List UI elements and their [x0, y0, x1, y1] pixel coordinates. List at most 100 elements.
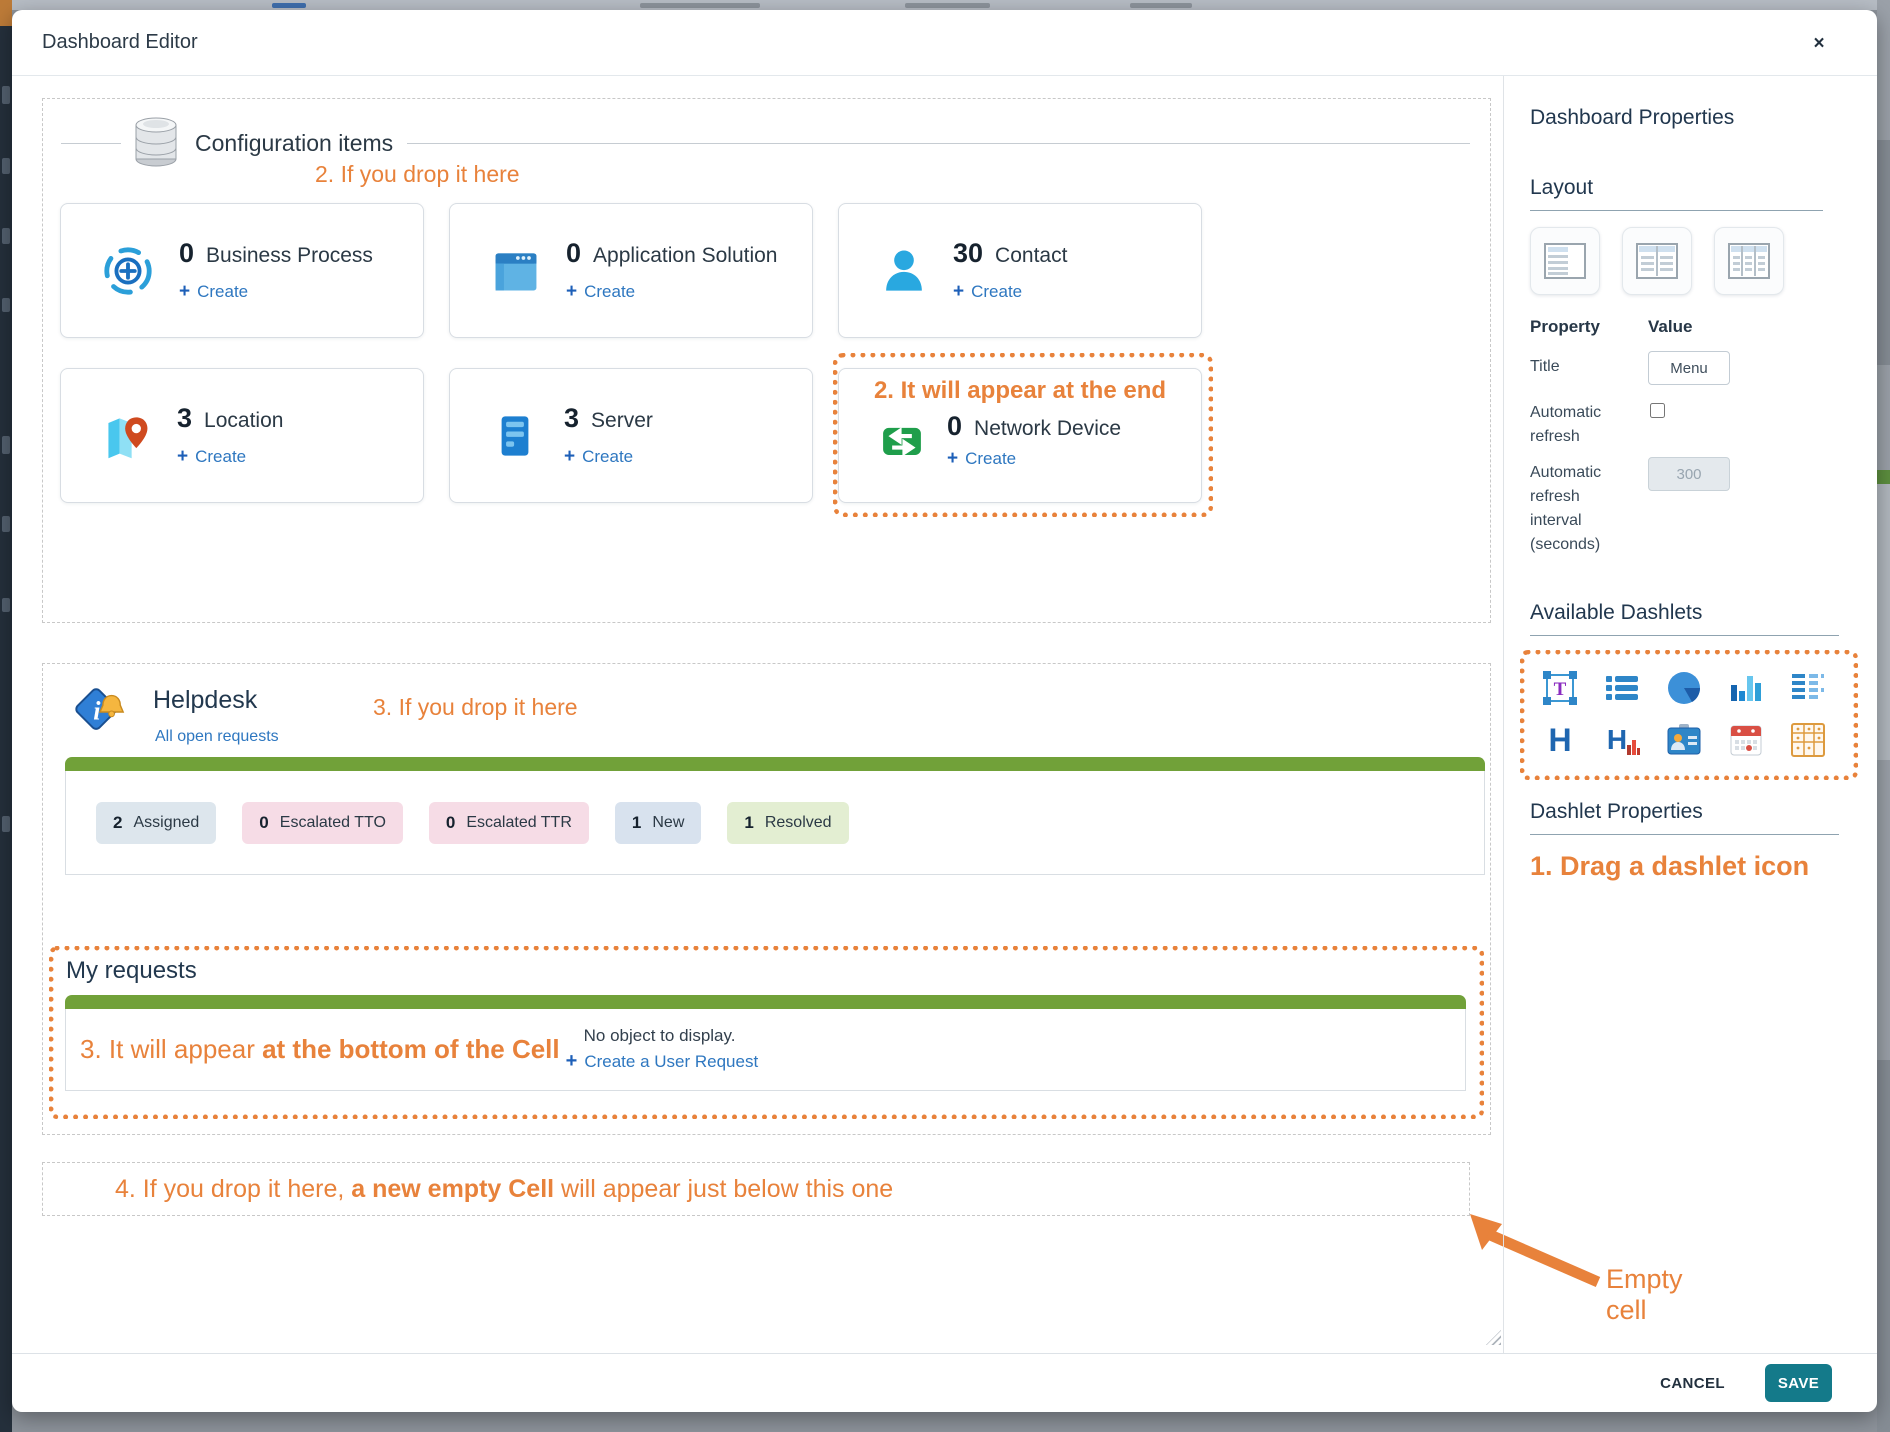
save-button[interactable]: SAVE — [1765, 1364, 1832, 1402]
property-row-title: Title — [1530, 351, 1857, 385]
badge-label: Assigned — [133, 813, 200, 831]
card-label: Network Device — [974, 417, 1122, 440]
layout-section-title: Layout — [1530, 176, 1823, 211]
plus-icon: + — [947, 448, 959, 469]
my-requests-title: My requests — [66, 957, 197, 984]
plus-icon: + — [179, 281, 191, 302]
bar-chart-dashlet-icon[interactable] — [1727, 669, 1765, 707]
refresh-interval-input[interactable] — [1648, 457, 1730, 491]
status-badge-escalated-ttr: 0 Escalated TTR — [428, 801, 589, 844]
card-label: Application Solution — [593, 244, 778, 267]
cancel-button[interactable]: CANCEL — [1654, 1374, 1731, 1393]
helpdesk-icon: i — [73, 684, 127, 743]
dashlet-properties-title: Dashlet Properties — [1530, 800, 1839, 835]
badge-dashlet-icon[interactable] — [1665, 721, 1703, 759]
empty-list-message: No object to display. — [583, 1026, 736, 1045]
svg-text:i: i — [93, 697, 101, 726]
dashboard-cell-configuration-items[interactable]: Configuration items 2. If you drop it he… — [42, 98, 1491, 623]
create-server-link[interactable]: + Create — [564, 446, 653, 468]
dashlet-card-contact[interactable]: 30 Contact + Create — [838, 203, 1202, 338]
create-user-request-link[interactable]: + Create a User Request — [566, 1050, 759, 1073]
card-label: Business Process — [206, 244, 373, 267]
card-label: Location — [204, 409, 284, 432]
dashlet-card-network-device[interactable]: 2. It will appear at the end 0 — [838, 368, 1202, 503]
header-dashlet-icon[interactable]: H — [1541, 721, 1579, 759]
annotation-drop-here-3: 3. If you drop it here — [373, 694, 578, 720]
editor-resize-handle[interactable] — [1486, 1330, 1501, 1345]
status-badge-new: 1 New — [614, 801, 702, 844]
create-business-process-link[interactable]: + Create — [179, 281, 373, 303]
dashlet-header-bar — [65, 995, 1466, 1009]
layout-sketch-dashlet-icon[interactable] — [1789, 721, 1827, 759]
app-logo — [0, 0, 12, 26]
badge-label: Escalated TTO — [279, 813, 386, 831]
badge-count: 0 — [259, 812, 269, 832]
create-label: Create — [965, 449, 1017, 468]
application-solution-icon — [490, 245, 542, 297]
modal-header: Dashboard Editor × — [12, 10, 1877, 76]
title-input[interactable] — [1648, 351, 1730, 385]
dashlet-header-bar — [65, 757, 1485, 771]
badge-count: 1 — [744, 812, 754, 832]
layout-two-column-button[interactable] — [1622, 227, 1692, 295]
card-count: 0 — [566, 238, 582, 268]
my-requests-dashlet[interactable]: My requests 3. It will appear at the bot… — [49, 946, 1484, 1119]
cell-title: Configuration items — [195, 129, 394, 156]
annotation-drop-here-2: 2. If you drop it here — [315, 161, 520, 187]
dashlet-grid: 0 Business Process + Create — [60, 203, 1202, 503]
automatic-refresh-checkbox[interactable] — [1650, 403, 1665, 418]
group-dashlet-icon[interactable] — [1789, 669, 1827, 707]
dashlet-palette: T — [1520, 650, 1858, 780]
badge-label: New — [652, 813, 685, 831]
automatic-refresh-label: Automatic refresh — [1530, 404, 1602, 445]
dashboard-editor-canvas: Configuration items 2. If you drop it he… — [12, 76, 1683, 1353]
database-icon — [131, 115, 181, 172]
dashlet-card-server[interactable]: 3 Server + Create — [449, 368, 813, 503]
create-location-link[interactable]: + Create — [177, 446, 283, 468]
close-icon: × — [1813, 33, 1825, 54]
status-badge-escalated-tto: 0 Escalated TTO — [242, 801, 403, 844]
dashlet-card-location[interactable]: 3 Location + Create — [60, 368, 424, 503]
dashlet-card-application-solution[interactable]: 0 Application Solution + Create — [449, 203, 813, 338]
create-label: Create — [584, 282, 636, 301]
contact-icon — [879, 246, 929, 296]
dashboard-cell-helpdesk[interactable]: i Helpdesk All open requests 3. If you d… — [42, 663, 1491, 1135]
card-label: Server — [591, 409, 653, 432]
calendar-dashlet-icon[interactable] — [1727, 721, 1765, 759]
dashboard-cell-empty[interactable]: 4. If you drop it here, a new empty Cell… — [42, 1162, 1470, 1216]
helpdesk-title: Helpdesk — [153, 686, 258, 714]
divider-line — [407, 142, 1470, 144]
create-network-device-link[interactable]: + Create — [947, 448, 1121, 470]
create-label: Create — [195, 447, 247, 466]
close-button[interactable]: × — [1807, 32, 1831, 56]
text-dashlet-icon[interactable]: T — [1541, 669, 1579, 707]
badge-count: 2 — [113, 812, 123, 832]
create-application-solution-link[interactable]: + Create — [566, 281, 778, 303]
plus-icon: + — [953, 281, 965, 302]
layout-three-column-button[interactable] — [1714, 227, 1784, 295]
all-open-requests-link[interactable]: All open requests — [155, 728, 279, 745]
card-count: 3 — [177, 403, 193, 433]
plus-icon: + — [564, 446, 576, 467]
modal-footer: CANCEL SAVE — [12, 1353, 1877, 1412]
create-contact-link[interactable]: + Create — [953, 281, 1067, 303]
layout-one-column-button[interactable] — [1530, 227, 1600, 295]
card-count: 3 — [564, 403, 580, 433]
plus-icon: + — [565, 1050, 578, 1072]
card-count: 0 — [179, 238, 195, 268]
dashlet-card-business-process[interactable]: 0 Business Process + Create — [60, 203, 424, 338]
svg-text:H: H — [1607, 724, 1627, 755]
refresh-interval-label: Automatic refresh interval (seconds) — [1530, 464, 1602, 553]
list-dashlet-icon[interactable] — [1603, 669, 1641, 707]
svg-text:H: H — [1548, 722, 1571, 758]
pie-chart-dashlet-icon[interactable] — [1665, 669, 1703, 707]
divider-line — [61, 142, 121, 144]
create-label: Create a User Request — [584, 1051, 759, 1071]
background-app-sidebar — [0, 0, 12, 1432]
header-chart-dashlet-icon[interactable]: H — [1603, 721, 1641, 759]
status-badge-assigned: 2 Assigned — [96, 801, 217, 844]
status-badge-resolved: 1 Resolved — [727, 801, 849, 844]
modal-title: Dashboard Editor — [42, 31, 198, 53]
annotation-drop-here-4: 4. If you drop it here, a new empty Cell… — [115, 1174, 894, 1203]
network-device-icon — [879, 418, 925, 464]
